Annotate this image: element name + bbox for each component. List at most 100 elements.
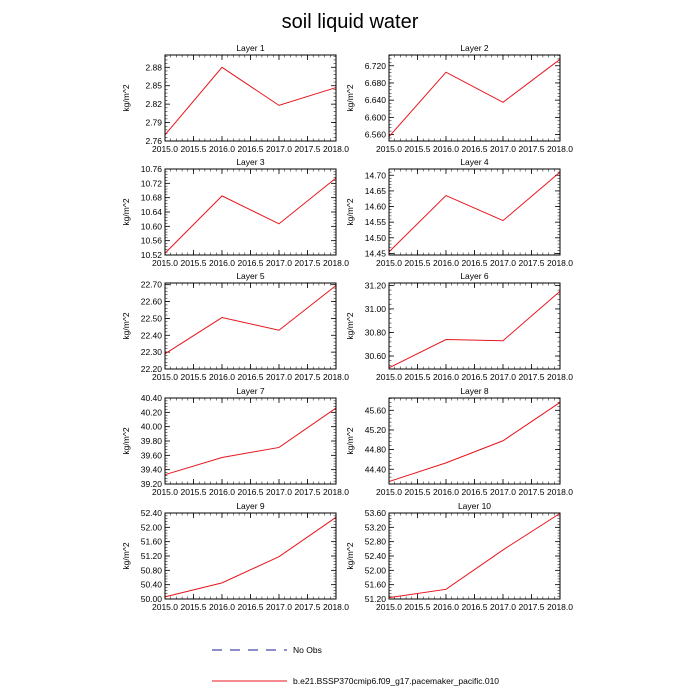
x-tick-label: 2017.5 [295, 372, 321, 382]
plot-frame [164, 397, 337, 485]
panel-title: Layer 5 [236, 271, 265, 281]
panel-title: Layer 6 [460, 271, 489, 281]
y-tick-label: 14.50 [365, 233, 387, 243]
x-tick-label: 2015.0 [376, 144, 402, 154]
x-tick-label: 2018.0 [323, 144, 349, 154]
x-tick-label: 2016.5 [462, 372, 488, 382]
series-line [164, 177, 337, 254]
series-line [388, 402, 561, 483]
x-tick-label: 2017.0 [266, 372, 292, 382]
y-axis-label: kg/m^2 [121, 312, 131, 339]
panel-title: Layer 2 [460, 43, 489, 53]
y-axis-label: kg/m^2 [121, 198, 131, 225]
x-tick-label: 2016.5 [238, 487, 264, 497]
x-tick-label: 2017.0 [490, 144, 516, 154]
series-line [388, 58, 561, 138]
series-line [388, 171, 561, 253]
series-line [164, 516, 337, 598]
y-tick-label: 22.20 [141, 364, 163, 374]
series-line [164, 285, 337, 355]
x-tick-label: 2017.0 [266, 144, 292, 154]
y-tick-label: 22.30 [141, 347, 163, 357]
y-tick-label: 10.68 [141, 193, 163, 203]
y-axis-label: kg/m^2 [121, 542, 131, 569]
x-tick-label: 2016.0 [433, 602, 459, 612]
x-tick-label: 2018.0 [547, 144, 573, 154]
legend-model-label: b.e21.BSSP370cmip6.f09_g17.pacemaker_pac… [293, 676, 499, 686]
y-tick-label: 52.80 [365, 537, 387, 547]
x-tick-label: 2016.5 [238, 258, 264, 268]
y-tick-label: 30.60 [365, 351, 387, 361]
y-tick-label: 39.60 [141, 450, 163, 460]
plot-frame [388, 168, 561, 256]
y-tick-label: 2.88 [145, 62, 162, 72]
x-tick-label: 2015.5 [405, 602, 431, 612]
x-tick-label: 2016.5 [462, 144, 488, 154]
x-tick-label: 2015.5 [405, 258, 431, 268]
y-tick-label: 6.560 [365, 130, 387, 140]
y-tick-label: 52.00 [365, 565, 387, 575]
x-tick-label: 2015.5 [405, 372, 431, 382]
x-tick-label: 2017.5 [295, 258, 321, 268]
x-tick-label: 2015.5 [181, 144, 207, 154]
y-tick-label: 51.20 [365, 594, 387, 604]
x-tick-label: 2018.0 [323, 487, 349, 497]
x-tick-label: 2016.5 [462, 487, 488, 497]
x-tick-label: 2016.0 [209, 372, 235, 382]
y-tick-label: 6.680 [365, 78, 387, 88]
y-tick-label: 2.82 [145, 99, 162, 109]
x-tick-label: 2018.0 [547, 487, 573, 497]
panel-title: Layer 8 [460, 386, 489, 396]
y-tick-label: 14.55 [365, 217, 387, 227]
y-axis-label: kg/m^2 [121, 427, 131, 454]
x-tick-label: 2018.0 [547, 602, 573, 612]
y-tick-label: 40.20 [141, 407, 163, 417]
y-tick-label: 6.640 [365, 95, 387, 105]
y-tick-label: 10.56 [141, 236, 163, 246]
panel-title: Layer 9 [236, 501, 265, 511]
x-tick-label: 2015.5 [405, 487, 431, 497]
x-tick-label: 2015.0 [376, 602, 402, 612]
panel-title: Layer 1 [236, 43, 265, 53]
x-tick-label: 2016.5 [238, 144, 264, 154]
y-tick-label: 51.20 [141, 551, 163, 561]
x-tick-label: 2017.0 [490, 487, 516, 497]
panel-title: Layer 4 [460, 157, 489, 167]
y-tick-label: 52.40 [141, 508, 163, 518]
x-tick-label: 2017.5 [519, 487, 545, 497]
y-tick-label: 6.720 [365, 61, 387, 71]
y-tick-label: 22.70 [141, 280, 163, 290]
y-axis-label: kg/m^2 [345, 84, 355, 111]
x-tick-label: 2016.0 [209, 144, 235, 154]
x-tick-label: 2015.0 [376, 487, 402, 497]
y-axis-label: kg/m^2 [345, 312, 355, 339]
x-tick-label: 2015.0 [152, 602, 178, 612]
y-tick-label: 39.20 [141, 479, 163, 489]
series-line [164, 66, 337, 136]
y-tick-label: 22.50 [141, 313, 163, 323]
x-tick-label: 2015.5 [181, 258, 207, 268]
y-tick-label: 31.00 [365, 304, 387, 314]
plot-frame [388, 397, 561, 485]
x-tick-label: 2015.0 [376, 372, 402, 382]
plot-frame [164, 54, 337, 142]
x-tick-label: 2016.0 [433, 372, 459, 382]
x-tick-label: 2017.5 [295, 602, 321, 612]
y-tick-label: 2.79 [145, 118, 162, 128]
x-tick-label: 2017.0 [266, 602, 292, 612]
y-tick-label: 53.60 [365, 508, 387, 518]
plot-frame [388, 512, 561, 600]
x-tick-label: 2015.0 [152, 372, 178, 382]
x-tick-label: 2016.5 [238, 372, 264, 382]
x-tick-label: 2018.0 [323, 602, 349, 612]
y-tick-label: 10.76 [141, 164, 163, 174]
y-tick-label: 30.80 [365, 327, 387, 337]
